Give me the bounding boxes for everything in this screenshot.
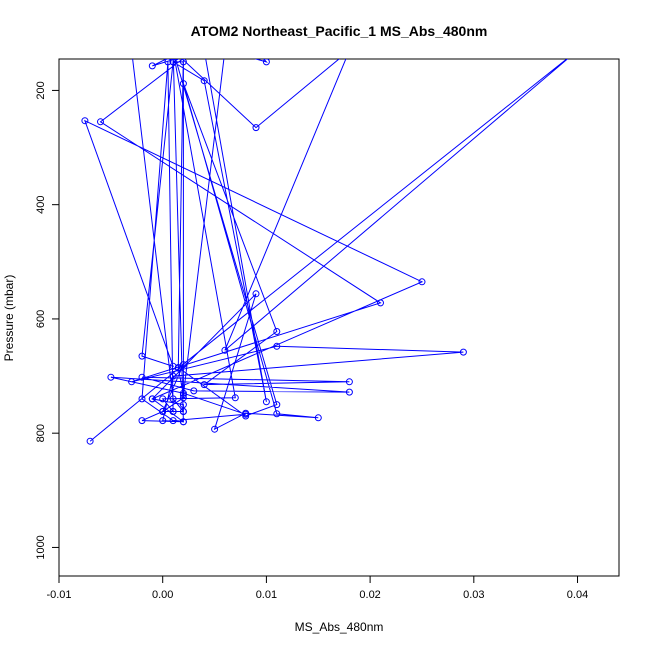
data-point [273, 410, 281, 418]
x-tick-label: 0.03 [463, 589, 484, 601]
data-point [97, 118, 104, 126]
data-point [138, 373, 146, 381]
data-point [138, 352, 146, 360]
data-point [377, 299, 384, 307]
x-tick-label: -0.01 [46, 589, 71, 601]
data-point [86, 437, 94, 445]
data-point [242, 412, 250, 420]
data-point [231, 394, 239, 402]
data-point [221, 346, 229, 354]
data-point [242, 409, 250, 417]
data-point [170, 47, 176, 53]
data-point [345, 378, 353, 386]
chart-title: ATOM2 Northeast_Pacific_1 MS_Abs_480nm [191, 23, 488, 39]
x-tick-label: 0.04 [567, 589, 588, 601]
data-point [190, 387, 198, 395]
data-point [174, 364, 182, 372]
data-point [179, 361, 187, 369]
data-point [179, 408, 187, 415]
data-point [273, 342, 281, 350]
data-point [138, 395, 146, 403]
data-point [107, 373, 115, 381]
data-point [179, 80, 187, 88]
data-point [148, 395, 156, 403]
data-point [262, 398, 270, 406]
y-axis: 200 400 600 800 1000 [35, 81, 60, 560]
data-point [253, 47, 259, 53]
data-point [459, 348, 467, 356]
data-point [148, 62, 156, 70]
data-point [191, 47, 197, 53]
data-point [138, 417, 146, 425]
data-point [180, 47, 186, 53]
data-point [201, 47, 207, 53]
data-point [179, 394, 187, 402]
series-layer [81, 47, 581, 445]
data-point [169, 417, 177, 425]
data-point [179, 418, 187, 426]
data-point [128, 378, 136, 386]
series-line [84, 59, 569, 442]
data-point [169, 372, 177, 380]
y-tick-label: 600 [35, 310, 47, 328]
data-point [129, 47, 135, 53]
data-point [211, 425, 219, 433]
data-point [169, 59, 177, 66]
x-tick-label: 0.00 [152, 589, 173, 601]
data-point [169, 408, 177, 415]
y-tick-label: 400 [35, 195, 47, 213]
data-point [273, 401, 281, 409]
data-point [159, 408, 167, 415]
data-point [200, 381, 208, 389]
data-point [81, 117, 89, 125]
data-point [164, 59, 172, 66]
y-axis-label: Pressure (mbar) [2, 275, 16, 362]
data-point [273, 328, 281, 335]
data-point [314, 414, 322, 422]
x-axis-label: MS_Abs_480nm [295, 620, 384, 634]
data-point [200, 77, 208, 85]
data-point [252, 290, 260, 298]
data-point [418, 278, 426, 286]
x-tick-label: 0.01 [256, 589, 277, 601]
y-tick-label: 1000 [35, 535, 47, 559]
data-point [179, 59, 187, 66]
data-point [159, 395, 167, 403]
data-point [179, 391, 187, 399]
data-point [179, 401, 187, 409]
data-point [575, 47, 581, 53]
data-point [170, 47, 176, 53]
data-point [262, 59, 270, 66]
data-point [159, 417, 167, 425]
y-tick-label: 800 [35, 424, 47, 442]
data-point [169, 395, 177, 403]
data-point [252, 124, 260, 132]
data-point [345, 388, 353, 396]
data-point [346, 47, 352, 53]
data-point [222, 47, 228, 53]
y-tick-label: 200 [35, 81, 47, 99]
x-axis: -0.01 0.00 0.01 0.02 0.03 0.04 [46, 575, 588, 601]
x-tick-label: 0.02 [359, 589, 380, 601]
